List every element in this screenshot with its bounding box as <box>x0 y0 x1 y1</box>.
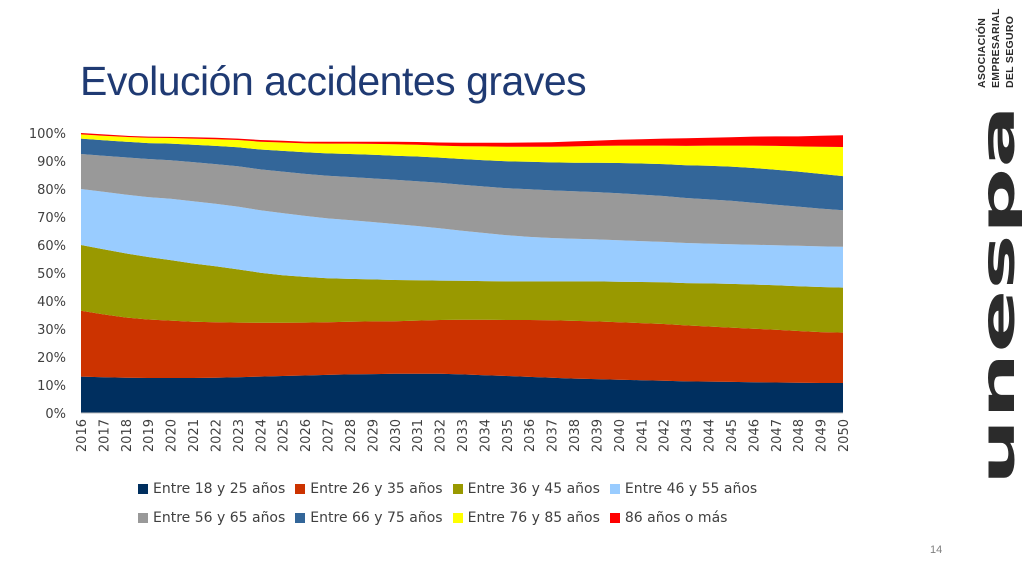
x-tick-label: 2024 <box>254 419 269 452</box>
x-tick-label: 2025 <box>277 419 292 452</box>
legend-swatch <box>452 483 463 494</box>
x-tick-label: 2040 <box>613 419 628 452</box>
area-series-2 <box>81 310 843 383</box>
x-tick-label: 2047 <box>770 419 785 452</box>
legend-label: Entre 18 y 25 años <box>153 480 286 497</box>
x-tick-label: 2039 <box>590 419 605 452</box>
area-series-5 <box>81 154 843 247</box>
x-tick-label: 2050 <box>837 419 852 452</box>
x-tick-label: 2041 <box>635 419 650 452</box>
legend-label: Entre 76 y 85 años <box>467 509 600 526</box>
y-tick-label: 40% <box>37 295 66 310</box>
x-tick-label: 2022 <box>209 419 224 452</box>
y-tick-label: 0% <box>45 407 66 422</box>
y-tick-label: 80% <box>37 183 66 198</box>
x-tick-label: 2043 <box>680 419 695 452</box>
legend-swatch <box>452 512 463 523</box>
area-series-4 <box>81 189 843 288</box>
legend-swatch <box>609 512 620 523</box>
slide-title: Evolución accidentes graves <box>80 58 587 104</box>
x-tick-label: 2046 <box>747 419 762 452</box>
legend-item: Entre 26 y 35 años <box>295 480 443 497</box>
x-tick-label: 2030 <box>389 419 404 452</box>
y-tick-label: 100% <box>29 127 66 142</box>
x-tick-label: 2034 <box>478 419 493 452</box>
x-tick-label: 2037 <box>546 419 561 452</box>
area-series-1 <box>81 373 843 413</box>
legend-label: Entre 46 y 55 años <box>624 480 758 497</box>
x-tick-label: 2048 <box>792 419 807 452</box>
y-tick-label: 90% <box>37 155 66 170</box>
x-tick-label: 2029 <box>366 419 381 452</box>
area-series-8 <box>81 133 843 147</box>
legend-item: 86 años o más <box>609 509 728 526</box>
area-series-3 <box>81 245 843 333</box>
x-tick-label: 2038 <box>568 419 583 452</box>
legend-swatch <box>138 483 148 494</box>
x-tick-label: 2044 <box>703 419 718 452</box>
legend-label: Entre 56 y 65 años <box>153 509 286 526</box>
x-tick-label: 2042 <box>658 419 673 452</box>
legend-item: Entre 76 y 85 años <box>452 509 600 526</box>
legend-row: Entre 56 y 65 años Entre 66 y 75 años Entr… <box>138 503 778 532</box>
x-tick-label: 2035 <box>501 419 516 452</box>
legend-row: Entre 18 y 25 años Entre 26 y 35 años Entr… <box>138 474 778 503</box>
x-tick-label: 2018 <box>120 419 135 452</box>
x-tick-label: 2021 <box>187 419 202 452</box>
y-tick-label: 20% <box>37 351 66 366</box>
legend-swatch <box>609 483 620 494</box>
chart-legend: Entre 18 y 25 años Entre 26 y 35 años Entr… <box>138 474 778 532</box>
legend-item: Entre 56 y 65 años <box>138 510 285 526</box>
x-tick-label: 2019 <box>142 419 157 452</box>
legend-swatch <box>295 483 306 494</box>
x-tick-label: 2020 <box>165 419 180 452</box>
x-tick-label: 2027 <box>322 419 337 452</box>
x-tick-label: 2026 <box>299 419 314 452</box>
x-tick-label: 2036 <box>523 419 538 452</box>
x-tick-label: 2033 <box>456 419 471 452</box>
area-series-7 <box>81 134 843 177</box>
x-tick-label: 2031 <box>411 419 426 452</box>
unespa-wordmark: unespa <box>974 105 1022 485</box>
legend-swatch <box>295 512 306 523</box>
legend-label: 86 años o más <box>624 509 728 526</box>
x-tick-label: 2016 <box>75 419 90 452</box>
y-tick-label: 50% <box>37 267 66 282</box>
legend-item: Entre 46 y 55 años <box>609 480 758 497</box>
x-tick-label: 2028 <box>344 419 359 452</box>
legend-label: Entre 36 y 45 años <box>467 480 600 497</box>
y-tick-label: 10% <box>37 379 66 394</box>
x-tick-label: 2023 <box>232 419 247 452</box>
x-tick-label: 2032 <box>434 419 449 452</box>
page-number: 14 <box>930 544 943 556</box>
y-tick-label: 30% <box>37 323 66 338</box>
logo-line: DEL SEGURO <box>1004 15 1016 88</box>
area-series-6 <box>81 138 843 211</box>
legend-label: Entre 66 y 75 años <box>310 509 443 526</box>
y-tick-label: 70% <box>37 211 66 226</box>
logo-line: ASOCIACIÓN <box>976 17 988 88</box>
logo-line: EMPRESARIAL <box>990 8 1002 88</box>
x-tick-label: 2017 <box>97 419 112 452</box>
x-tick-label: 2049 <box>815 419 830 452</box>
legend-label: Entre 26 y 35 años <box>310 480 443 497</box>
y-tick-label: 60% <box>37 239 66 254</box>
wordmark-text: unespa <box>974 105 1022 485</box>
legend-swatch <box>138 512 148 523</box>
legend-item: Entre 18 y 25 años <box>138 481 285 497</box>
legend-item: Entre 66 y 75 años <box>295 509 443 526</box>
legend-item: Entre 36 y 45 años <box>452 480 600 497</box>
x-tick-label: 2045 <box>725 419 740 452</box>
